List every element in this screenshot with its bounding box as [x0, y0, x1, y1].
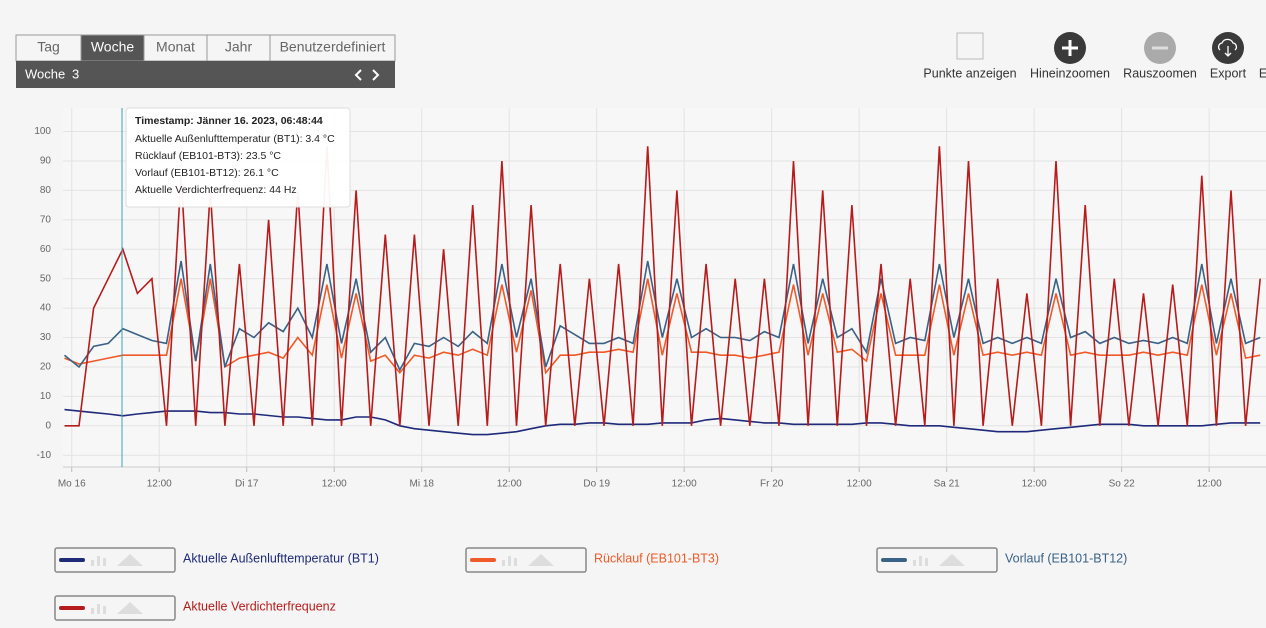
y-tick-label: 60 — [40, 244, 52, 255]
tab-label: Monat — [156, 39, 195, 55]
legend-icon — [91, 554, 143, 566]
x-tick-label: Mo 16 — [58, 479, 86, 490]
tab-label: Woche — [91, 39, 135, 55]
x-tick-label: Do 19 — [583, 479, 610, 490]
legend-label[interactable]: Aktuelle Außenlufttemperatur (BT1) — [183, 551, 379, 565]
tooltip: Timestamp: Jänner 16. 2023, 06:48:44 Akt… — [125, 107, 351, 208]
toolbar-label: Punkte anzeigen — [923, 66, 1016, 80]
legend-label[interactable]: Vorlauf (EB101-BT12) — [1005, 551, 1127, 565]
y-tick-label: 40 — [40, 303, 52, 314]
toolbar-label: Rauszoomen — [1123, 66, 1197, 80]
y-tick-label: 0 — [45, 420, 51, 431]
x-tick-label: 12:00 — [322, 479, 347, 490]
tooltip-line: Aktuelle Verdichterfrequenz: 44 Hz — [135, 184, 297, 196]
points-checkbox[interactable] — [956, 32, 984, 60]
x-tick-label: 12:00 — [672, 479, 697, 490]
tooltip-line: Aktuelle Außenlufttemperatur (BT1): 3.4 … — [135, 133, 335, 145]
tooltip-line: Rücklauf (EB101-BT3): 23.5 °C — [135, 150, 281, 162]
tooltip-line: Timestamp: Jänner 16. 2023, 06:48:44 — [135, 115, 323, 127]
legend: Aktuelle Außenlufttemperatur (BT1) Rückla… — [54, 547, 1127, 621]
series-line — [63, 260, 1261, 372]
legend-item-box[interactable] — [54, 547, 176, 573]
y-tick-label: 10 — [40, 391, 52, 402]
legend-item-box[interactable] — [876, 547, 998, 573]
tab-label: Tag — [37, 39, 60, 55]
legend-item-box[interactable] — [465, 547, 587, 573]
x-tick-label: So 22 — [1109, 479, 1136, 490]
series-line — [64, 278, 1261, 375]
toolbar-label: E — [1259, 66, 1266, 80]
tooltip-box — [125, 107, 351, 208]
legend-label[interactable]: Aktuelle Verdichterfrequenz — [183, 599, 336, 613]
toolbar-label: Hineinzoomen — [1030, 66, 1110, 80]
x-tick-label: 12:00 — [497, 479, 522, 490]
x-tick-label: Di 17 — [235, 479, 259, 490]
period-tabs: Tag Woche Monat Jahr Benutzerdefiniert — [15, 34, 396, 62]
y-tick-label: 30 — [40, 332, 52, 343]
x-tick-label: 12:00 — [1022, 479, 1047, 490]
x-tick-label: 12:00 — [847, 479, 872, 490]
tab-label: Benutzerdefiniert — [280, 39, 386, 55]
period-arrows[interactable] — [354, 69, 380, 81]
legend-label[interactable]: Rücklauf (EB101-BT3) — [594, 551, 719, 565]
y-tick-label: 70 — [40, 214, 52, 225]
legend-icon — [91, 602, 143, 614]
x-tick-label: Fr 20 — [760, 479, 784, 490]
y-tick-label: 20 — [40, 362, 52, 373]
x-tick-label: Mi 18 — [409, 479, 434, 490]
tab-label: Jahr — [225, 39, 253, 55]
toolbar-label: Export — [1210, 66, 1247, 80]
legend-icon — [913, 554, 965, 566]
y-tick-label: 80 — [40, 185, 52, 196]
tooltip-line: Vorlauf (EB101-BT12): 26.1 °C — [135, 167, 279, 179]
period-bar — [16, 61, 395, 88]
series-line — [64, 146, 1261, 427]
period-label: Woche — [25, 66, 65, 81]
period-number: 3 — [72, 66, 79, 81]
y-tick-label: 50 — [40, 273, 52, 284]
x-tick-label: Sa 21 — [934, 479, 961, 490]
legend-item-box[interactable] — [54, 595, 176, 621]
y-tick-label: -10 — [37, 450, 52, 461]
legend-icon — [502, 554, 554, 566]
y-tick-label: 100 — [34, 126, 51, 137]
x-tick-label: 12:00 — [1197, 479, 1222, 490]
tab[interactable] — [15, 34, 82, 62]
x-tick-label: 12:00 — [147, 479, 172, 490]
tab[interactable] — [80, 34, 145, 62]
export-icon — [1217, 38, 1238, 57]
y-tick-label: 90 — [40, 156, 52, 167]
plus-icon — [1062, 40, 1078, 56]
